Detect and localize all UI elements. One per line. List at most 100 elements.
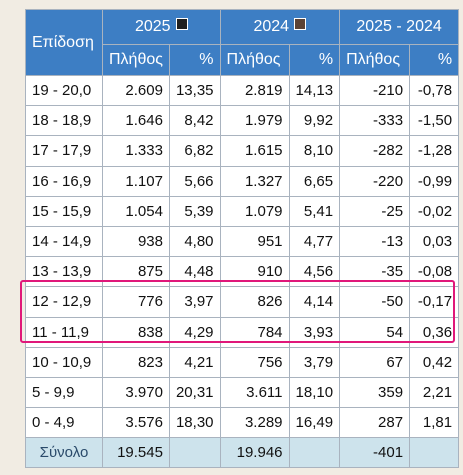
cell-count-2025: 1.107 — [102, 165, 170, 197]
table-row: 5 - 9,9 3.970 20,31 3.611 18,10 359 2,21 — [25, 376, 460, 409]
cell-percent-diff: 0,36 — [409, 316, 460, 348]
cell-range: 17 - 17,9 — [25, 135, 103, 167]
header-difference: 2025 - 2024 — [339, 9, 460, 45]
cell-percent-2025: 4,21 — [168, 346, 221, 378]
table-body: 19 - 20,0 2.609 13,35 2.819 14,13 -210 -0,78 18… — [25, 74, 460, 469]
cell-percent-diff: 1,81 — [409, 407, 460, 439]
cell-percent-2024: 5,41 — [288, 195, 341, 227]
header-count-2025: Πλήθος — [102, 44, 170, 76]
total-percent-2024 — [288, 437, 341, 469]
cell-percent-2024: 3,79 — [288, 346, 341, 378]
cell-percent-diff: 2,21 — [409, 376, 460, 409]
cell-count-2024: 1.615 — [219, 135, 290, 167]
table-row: 17 - 17,9 1.333 6,82 1.615 8,10 -282 -1,28 — [25, 135, 460, 167]
cell-range: 13 - 13,9 — [25, 256, 103, 288]
cell-percent-2025: 3,97 — [168, 286, 221, 318]
cell-percent-2025: 4,48 — [168, 256, 221, 288]
total-row: Σύνολο 19.545 19.946 -401 — [25, 437, 460, 469]
header-year-2024: 2024 — [219, 9, 341, 45]
table-row: 15 - 15,9 1.054 5,39 1.079 5,41 -25 -0,02 — [25, 195, 460, 227]
cell-count-2025: 875 — [102, 256, 170, 288]
cell-count-2025: 2.609 — [102, 74, 170, 107]
total-percent-2025 — [168, 437, 221, 469]
cell-count-2025: 838 — [102, 316, 170, 348]
cell-range: 11 - 11,9 — [25, 316, 103, 348]
cell-percent-2025: 5,39 — [168, 195, 221, 227]
table-row: 13 - 13,9 875 4,48 910 4,56 -35 -0,08 — [25, 256, 460, 288]
header-count-2024: Πλήθος — [219, 44, 290, 76]
cell-range: 12 - 12,9 — [25, 286, 103, 318]
table-row: 16 - 16,9 1.107 5,66 1.327 6,65 -220 -0,99 — [25, 165, 460, 197]
cell-percent-2024: 4,77 — [288, 225, 341, 258]
total-count-2024: 19.946 — [219, 437, 290, 469]
cell-count-diff: -50 — [339, 286, 411, 318]
cell-percent-2024: 8,10 — [288, 135, 341, 167]
cell-percent-2024: 18,10 — [288, 376, 341, 409]
header-count-diff: Πλήθος — [339, 44, 411, 76]
cell-range: 0 - 4,9 — [25, 407, 103, 439]
cell-range: 15 - 15,9 — [25, 195, 103, 227]
cell-percent-2025: 5,66 — [168, 165, 221, 197]
cell-percent-2025: 4,29 — [168, 316, 221, 348]
cell-percent-2024: 4,14 — [288, 286, 341, 318]
legend-square-2024-icon — [294, 18, 307, 30]
cell-count-2024: 3.611 — [219, 376, 290, 409]
cell-percent-2024: 16,49 — [288, 407, 341, 439]
cell-percent-diff: -1,50 — [409, 105, 460, 137]
cell-percent-diff: -0,08 — [409, 256, 460, 288]
cell-percent-2025: 6,82 — [168, 135, 221, 167]
table-row: 14 - 14,9 938 4,80 951 4,77 -13 0,03 — [25, 225, 460, 258]
cell-count-2024: 951 — [219, 225, 290, 258]
header-percent-2025: % — [168, 44, 221, 76]
cell-count-2025: 3.576 — [102, 407, 170, 439]
cell-count-2025: 776 — [102, 286, 170, 318]
cell-count-diff: 54 — [339, 316, 411, 348]
cell-count-2024: 826 — [219, 286, 290, 318]
cell-count-2025: 1.333 — [102, 135, 170, 167]
cell-percent-2025: 8,42 — [168, 105, 221, 137]
cell-count-2024: 2.819 — [219, 74, 290, 107]
table-row: 0 - 4,9 3.576 18,30 3.289 16,49 287 1,81 — [25, 407, 460, 439]
cell-count-2024: 1.327 — [219, 165, 290, 197]
cell-count-2024: 784 — [219, 316, 290, 348]
cell-count-2024: 1.079 — [219, 195, 290, 227]
cell-count-2025: 1.054 — [102, 195, 170, 227]
cell-count-2024: 910 — [219, 256, 290, 288]
cell-count-2025: 823 — [102, 346, 170, 378]
table-row: 18 - 18,9 1.646 8,42 1.979 9,92 -333 -1,50 — [25, 105, 460, 137]
cell-percent-diff: 0,42 — [409, 346, 460, 378]
cell-percent-2025: 18,30 — [168, 407, 221, 439]
cell-percent-2024: 9,92 — [288, 105, 341, 137]
cell-percent-2024: 4,56 — [288, 256, 341, 288]
cell-percent-diff: -0,78 — [409, 74, 460, 107]
table-row: 12 - 12,9 776 3,97 826 4,14 -50 -0,17 — [25, 286, 460, 318]
header-year-2025-label: 2025 — [134, 18, 171, 35]
cell-percent-diff: -0,17 — [409, 286, 460, 318]
legend-square-2025-icon — [175, 18, 188, 30]
cell-count-2025: 3.970 — [102, 376, 170, 409]
cell-count-2024: 1.979 — [219, 105, 290, 137]
cell-percent-2025: 13,35 — [168, 74, 221, 107]
cell-count-2025: 1.646 — [102, 105, 170, 137]
cell-count-2024: 3.289 — [219, 407, 290, 439]
header-percent-2024: % — [288, 44, 341, 76]
total-percent-diff — [409, 437, 460, 469]
cell-percent-diff: -1,28 — [409, 135, 460, 167]
cell-percent-diff: -0,99 — [409, 165, 460, 197]
header-percent-diff: % — [409, 44, 460, 76]
total-label: Σύνολο — [25, 437, 103, 469]
cell-count-diff: 67 — [339, 346, 411, 378]
cell-count-2025: 938 — [102, 225, 170, 258]
cell-percent-diff: 0,03 — [409, 225, 460, 258]
cell-range: 10 - 10,9 — [25, 346, 103, 378]
table-row: 10 - 10,9 823 4,21 756 3,79 67 0,42 — [25, 346, 460, 378]
cell-count-diff: -25 — [339, 195, 411, 227]
total-count-2025: 19.545 — [102, 437, 170, 469]
cell-percent-2025: 20,31 — [168, 376, 221, 409]
cell-count-diff: 359 — [339, 376, 411, 409]
cell-percent-2024: 3,93 — [288, 316, 341, 348]
cell-range: 14 - 14,9 — [25, 225, 103, 258]
table-row: 19 - 20,0 2.609 13,35 2.819 14,13 -210 -0,78 — [25, 74, 460, 107]
cell-range: 16 - 16,9 — [25, 165, 103, 197]
header-category: Επίδοση — [25, 9, 103, 76]
